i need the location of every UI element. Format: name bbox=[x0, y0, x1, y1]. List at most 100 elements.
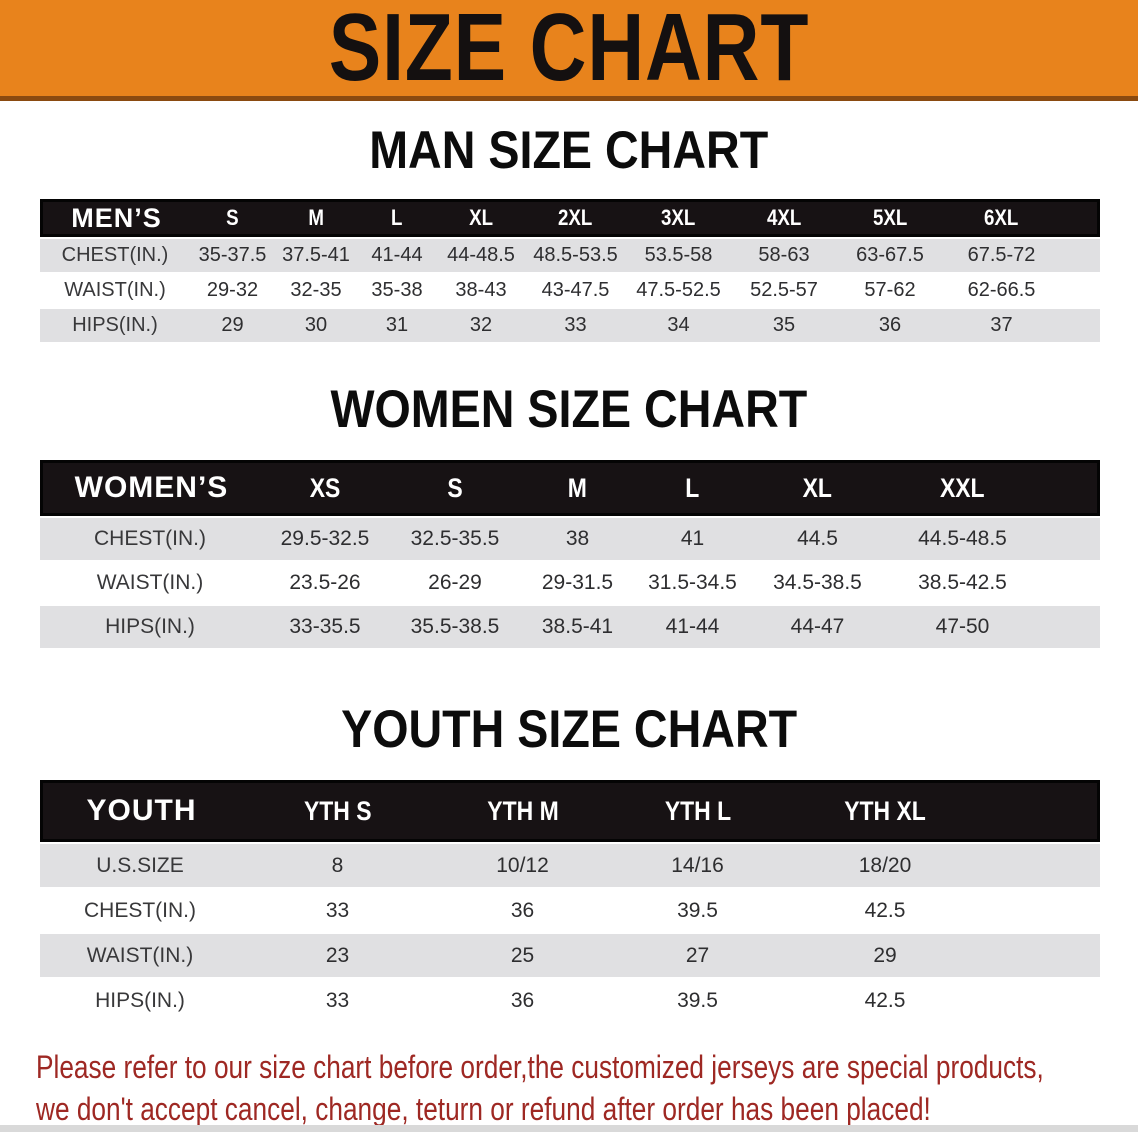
column-header-yth-m: YTH M bbox=[435, 780, 610, 842]
size-value-cell: 33 bbox=[240, 889, 435, 932]
row-filler bbox=[1040, 562, 1100, 604]
size-value-cell: 47.5-52.5 bbox=[626, 274, 731, 307]
size-value-cell: 57-62 bbox=[837, 274, 943, 307]
size-value-cell: 38-43 bbox=[437, 274, 525, 307]
size-value-cell: 29-32 bbox=[190, 274, 275, 307]
table-header-row: MEN’S S M L XL 2XL 3XL 4XL 5XL 6XL bbox=[40, 199, 1100, 237]
row-filler bbox=[1060, 274, 1100, 307]
size-value-cell: 29.5-32.5 bbox=[260, 518, 390, 560]
size-value-cell: 29 bbox=[785, 934, 985, 977]
youth-section-title: YOUTH SIZE CHART bbox=[340, 700, 798, 759]
row-label: WAIST(IN.) bbox=[40, 562, 260, 604]
size-value-cell: 33 bbox=[240, 979, 435, 1022]
size-value-cell: 29-31.5 bbox=[520, 562, 635, 604]
column-header-4xl: 4XL bbox=[731, 199, 837, 237]
size-value-cell: 31 bbox=[357, 309, 437, 342]
column-header-5xl: 5XL bbox=[837, 199, 943, 237]
row-label: WAIST(IN.) bbox=[40, 274, 190, 307]
size-value-cell: 25 bbox=[435, 934, 610, 977]
men-size-table: MEN’S S M L XL 2XL 3XL 4XL 5XL 6XL CHEST(IN.) 35-37… bbox=[40, 197, 1100, 344]
size-value-cell: 48.5-53.5 bbox=[525, 239, 626, 272]
size-value-cell: 29 bbox=[190, 309, 275, 342]
header-filler bbox=[1060, 199, 1100, 237]
table-corner-label: MEN’S bbox=[40, 199, 190, 237]
table-row-chest-in: CHEST(IN.) 29.5-32.5 32.5-35.5 38 41 44.5 44.5… bbox=[40, 518, 1100, 560]
size-value-cell: 58-63 bbox=[731, 239, 837, 272]
size-value-cell: 32 bbox=[437, 309, 525, 342]
size-value-cell: 37 bbox=[943, 309, 1060, 342]
size-value-cell: 38.5-41 bbox=[520, 606, 635, 648]
table-row-chest-in: CHEST(IN.) 35-37.5 37.5-41 41-44 44-48.5 48.5… bbox=[40, 239, 1100, 272]
column-header-s: S bbox=[190, 199, 275, 237]
table-row-waist-in: WAIST(IN.) 23 25 27 29 bbox=[40, 934, 1100, 977]
table-corner-label: YOUTH bbox=[40, 780, 240, 842]
size-value-cell: 26-29 bbox=[390, 562, 520, 604]
row-label: U.S.SIZE bbox=[40, 844, 240, 887]
size-value-cell: 39.5 bbox=[610, 979, 785, 1022]
table-corner-label: WOMEN’S bbox=[40, 460, 260, 516]
size-value-cell: 34.5-38.5 bbox=[750, 562, 885, 604]
header-filler bbox=[985, 780, 1100, 842]
column-header-m: M bbox=[275, 199, 357, 237]
row-label: CHEST(IN.) bbox=[40, 239, 190, 272]
row-filler bbox=[985, 844, 1100, 887]
size-value-cell: 37.5-41 bbox=[275, 239, 357, 272]
size-value-cell: 44-47 bbox=[750, 606, 885, 648]
size-value-cell: 31.5-34.5 bbox=[635, 562, 750, 604]
order-disclaimer: Please refer to our size chart before or… bbox=[36, 1046, 1138, 1130]
row-filler bbox=[1040, 606, 1100, 648]
size-chart-banner: SIZE CHART bbox=[0, 0, 1138, 101]
size-value-cell: 44.5 bbox=[750, 518, 885, 560]
table-row-waist-in: WAIST(IN.) 29-32 32-35 35-38 38-43 43-47.5 47.… bbox=[40, 274, 1100, 307]
women-size-table: WOMEN’S XS S M L XL XXL CHEST(IN.) 29.5-32.5 32.5… bbox=[40, 458, 1100, 650]
size-value-cell: 33-35.5 bbox=[260, 606, 390, 648]
row-filler bbox=[1060, 309, 1100, 342]
header-filler bbox=[1040, 460, 1100, 516]
size-value-cell: 52.5-57 bbox=[731, 274, 837, 307]
column-header-l: L bbox=[635, 460, 750, 516]
size-value-cell: 39.5 bbox=[610, 889, 785, 932]
size-value-cell: 23.5-26 bbox=[260, 562, 390, 604]
size-value-cell: 36 bbox=[837, 309, 943, 342]
size-value-cell: 32.5-35.5 bbox=[390, 518, 520, 560]
column-header-m: M bbox=[520, 460, 635, 516]
women-section-title: WOMEN SIZE CHART bbox=[330, 380, 808, 439]
column-header-yth-l: YTH L bbox=[610, 780, 785, 842]
row-filler bbox=[985, 889, 1100, 932]
column-header-2xl: 2XL bbox=[525, 199, 626, 237]
column-header-xl: XL bbox=[437, 199, 525, 237]
size-value-cell: 41 bbox=[635, 518, 750, 560]
row-label: HIPS(IN.) bbox=[40, 606, 260, 648]
column-header-xl: XL bbox=[750, 460, 885, 516]
youth-size-table: YOUTH YTH S YTH M YTH L YTH XL U.S.SIZE 8 10/12… bbox=[40, 778, 1100, 1024]
size-value-cell: 10/12 bbox=[435, 844, 610, 887]
column-header-yth-xl: YTH XL bbox=[785, 780, 985, 842]
column-header-s: S bbox=[390, 460, 520, 516]
size-value-cell: 14/16 bbox=[610, 844, 785, 887]
size-value-cell: 44-48.5 bbox=[437, 239, 525, 272]
size-value-cell: 36 bbox=[435, 889, 610, 932]
column-header-6xl: 6XL bbox=[943, 199, 1060, 237]
size-value-cell: 47-50 bbox=[885, 606, 1040, 648]
row-label: WAIST(IN.) bbox=[40, 934, 240, 977]
size-value-cell: 42.5 bbox=[785, 979, 985, 1022]
size-value-cell: 33 bbox=[525, 309, 626, 342]
size-value-cell: 35-37.5 bbox=[190, 239, 275, 272]
size-value-cell: 38.5-42.5 bbox=[885, 562, 1040, 604]
men-section-title: MAN SIZE CHART bbox=[369, 121, 769, 180]
size-value-cell: 63-67.5 bbox=[837, 239, 943, 272]
table-header-row: YOUTH YTH S YTH M YTH L YTH XL bbox=[40, 780, 1100, 842]
size-value-cell: 35.5-38.5 bbox=[390, 606, 520, 648]
column-header-yth-s: YTH S bbox=[240, 780, 435, 842]
table-row-hips-in: HIPS(IN.) 29 30 31 32 33 34 35 36 37 bbox=[40, 309, 1100, 342]
size-value-cell: 62-66.5 bbox=[943, 274, 1060, 307]
table-row-chest-in: CHEST(IN.) 33 36 39.5 42.5 bbox=[40, 889, 1100, 932]
size-value-cell: 32-35 bbox=[275, 274, 357, 307]
size-value-cell: 34 bbox=[626, 309, 731, 342]
row-filler bbox=[1060, 239, 1100, 272]
size-value-cell: 43-47.5 bbox=[525, 274, 626, 307]
row-label: CHEST(IN.) bbox=[40, 518, 260, 560]
size-value-cell: 41-44 bbox=[635, 606, 750, 648]
size-value-cell: 30 bbox=[275, 309, 357, 342]
size-value-cell: 27 bbox=[610, 934, 785, 977]
